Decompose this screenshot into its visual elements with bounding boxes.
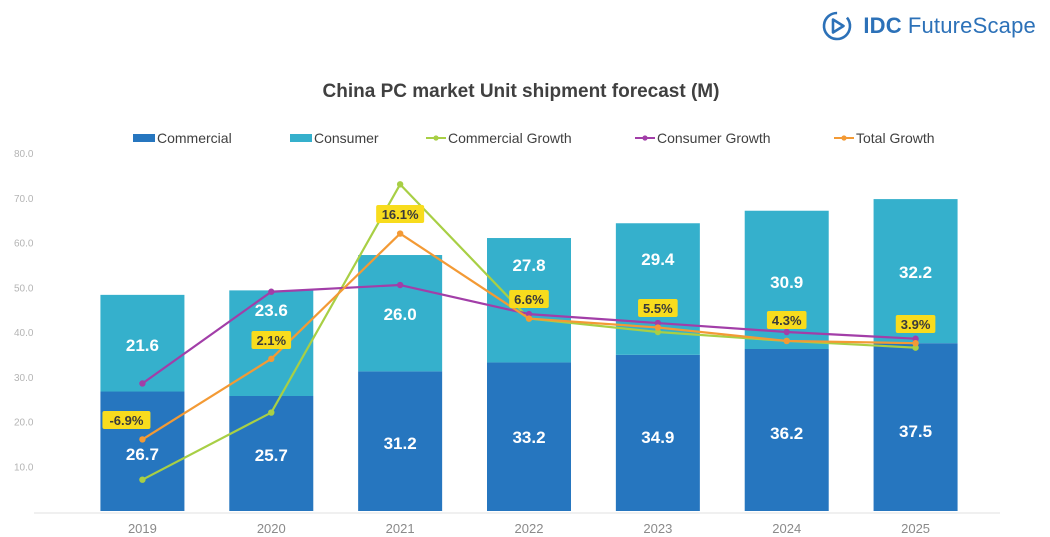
bar-label-consumer: 26.0 — [384, 305, 417, 324]
bar-label-commercial: 25.7 — [255, 446, 288, 465]
x-axis: 2019 2020 2021 2022 2023 2024 2025 — [128, 521, 930, 536]
y-tick-label: 30.0 — [14, 373, 34, 384]
data-labels: 26.7 21.6 25.7 23.6 31.2 26.0 33.2 27.8 34.9 29.4… — [102, 205, 936, 465]
legend-commercial-swatch — [133, 134, 155, 142]
brand: IDC FutureScape — [821, 10, 1036, 42]
bar-commercial — [358, 371, 443, 511]
total-growth-label-box — [102, 411, 151, 429]
y-tick-label: 20.0 — [14, 418, 34, 429]
x-tick-label: 2025 — [901, 521, 930, 536]
x-tick-label: 2023 — [643, 521, 672, 536]
legend-commercial-growth-marker — [433, 135, 439, 141]
y-tick-label: 70.0 — [14, 194, 34, 205]
total-growth-label-box — [509, 290, 549, 308]
total-growth-label: 2.1% — [256, 333, 286, 348]
y-tick-label: 40.0 — [14, 328, 34, 339]
bar-commercial — [487, 362, 571, 511]
brand-name-rest: FutureScape — [907, 13, 1036, 38]
bar-label-commercial: 26.7 — [126, 445, 159, 464]
line-consumer-growth-point — [654, 319, 662, 327]
total-growth-label: 6.6% — [514, 292, 544, 307]
line-commercial-growth-point — [654, 328, 662, 336]
legend-commercial-label: Commercial — [157, 130, 232, 146]
line-total-growth-point — [268, 355, 275, 363]
line-commercial-growth-point — [139, 476, 146, 483]
y-tick-label: 80.0 — [14, 149, 34, 160]
line-total-growth-point — [139, 436, 146, 443]
x-tick-label: 2021 — [386, 521, 415, 536]
bar-consumer — [358, 255, 443, 372]
chart-legend: Commercial Consumer Commercial Growth Consu… — [133, 130, 935, 146]
bar-label-consumer: 21.6 — [126, 336, 159, 355]
line-consumer-growth-point — [268, 288, 275, 295]
line-total-growth-point — [654, 324, 662, 331]
total-growth-label: 16.1% — [382, 207, 419, 222]
legend-consumer-growth-marker — [642, 135, 648, 141]
line-total-growth-point — [912, 339, 919, 347]
legend-total-growth-marker — [841, 135, 847, 141]
line-consumer-growth-point — [525, 310, 533, 318]
bar-label-commercial: 33.2 — [512, 428, 545, 447]
bar-label-consumer: 29.4 — [641, 250, 675, 269]
x-tick-label: 2024 — [772, 521, 801, 536]
chart-title: China PC market Unit shipment forecast (… — [323, 81, 720, 102]
line-consumer-growth-point — [396, 281, 404, 289]
y-tick-label: 50.0 — [14, 283, 34, 294]
line-commercial-growth-point — [912, 344, 919, 351]
total-growth-label-box — [251, 331, 292, 349]
line-consumer-growth-point — [139, 380, 146, 387]
line-consumer-growth-point — [783, 328, 790, 336]
bar-label-consumer: 30.9 — [770, 273, 803, 292]
bar-label-consumer: 27.8 — [512, 256, 545, 275]
brand-name-bold: IDC — [863, 13, 902, 38]
bar-label-consumer: 23.6 — [255, 301, 288, 320]
bar-commercial — [873, 343, 958, 511]
bar-consumer — [100, 294, 185, 392]
bar-commercial — [615, 354, 700, 511]
total-growth-label: 4.3% — [772, 313, 802, 328]
legend-consumer-swatch — [290, 134, 312, 142]
legend-commercial-growth-label: Commercial Growth — [448, 130, 572, 146]
growth-lines — [139, 181, 919, 483]
line-total-growth-point — [525, 315, 533, 322]
line-commercial-growth-point — [268, 409, 275, 416]
total-growth-label-box — [766, 311, 807, 329]
total-growth-label: 3.9% — [901, 317, 931, 332]
line-consumer-growth-point — [912, 335, 919, 342]
x-tick-label: 2020 — [257, 521, 286, 536]
bar-label-commercial: 34.9 — [641, 428, 674, 447]
legend-consumer-growth-label: Consumer Growth — [657, 130, 771, 146]
y-tick-label: 60.0 — [14, 239, 34, 250]
y-tick-label: 10.0 — [14, 462, 34, 473]
bar-commercial — [744, 349, 829, 511]
legend-total-growth-label: Total Growth — [856, 130, 935, 146]
line-commercial-growth-point — [396, 181, 404, 188]
total-growth-label: 5.5% — [643, 301, 673, 316]
bar-label-commercial: 31.2 — [384, 434, 417, 453]
y-axis: 10.0 20.0 30.0 40.0 50.0 60.0 70.0 80.0 — [14, 149, 1000, 514]
legend-consumer-label: Consumer — [314, 130, 379, 146]
x-tick-label: 2022 — [515, 521, 544, 536]
total-growth-label-box — [376, 205, 425, 223]
brand-name: IDC FutureScape — [863, 13, 1036, 39]
x-tick-label: 2019 — [128, 521, 157, 536]
bar-label-consumer: 32.2 — [899, 263, 932, 282]
bar-label-commercial: 36.2 — [770, 424, 803, 443]
total-growth-label: -6.9% — [109, 413, 143, 428]
line-total-growth-point — [783, 337, 790, 345]
total-growth-label-box — [638, 299, 678, 317]
line-total-growth-point — [396, 230, 404, 237]
bar-label-commercial: 37.5 — [899, 422, 932, 441]
total-growth-label-box — [895, 315, 936, 333]
bars — [100, 199, 958, 511]
idc-play-circle-icon — [823, 11, 852, 41]
